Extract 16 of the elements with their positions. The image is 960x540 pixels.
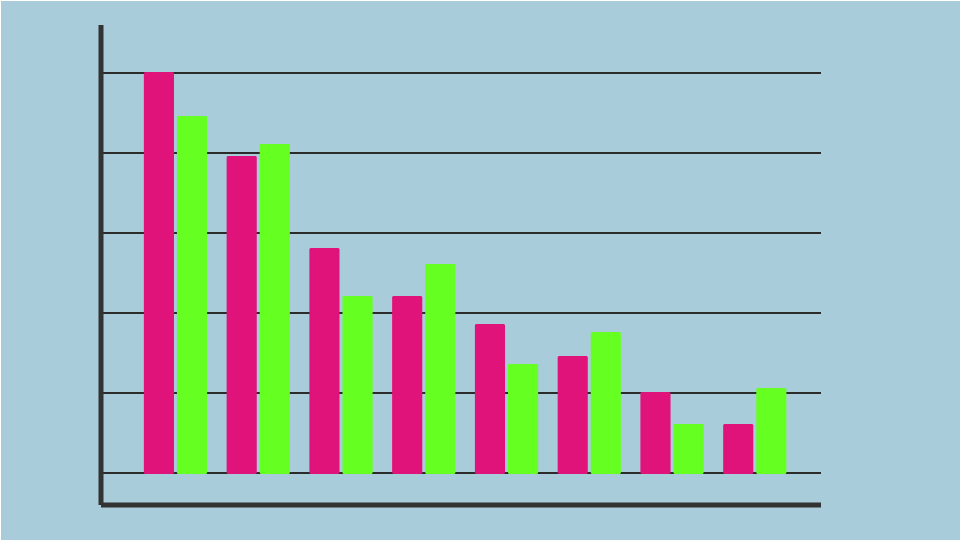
bar [508,364,539,474]
bar [259,144,290,474]
bar [557,356,588,474]
bar [640,392,671,474]
bar [425,264,456,474]
bar [392,296,423,474]
bar [673,424,704,474]
bar [342,296,373,474]
bar [143,72,174,474]
bar [756,388,787,474]
bar [590,332,621,474]
bar [226,156,257,474]
bar [309,248,340,474]
bar [176,116,208,474]
bar [474,324,506,474]
bar [723,424,754,474]
